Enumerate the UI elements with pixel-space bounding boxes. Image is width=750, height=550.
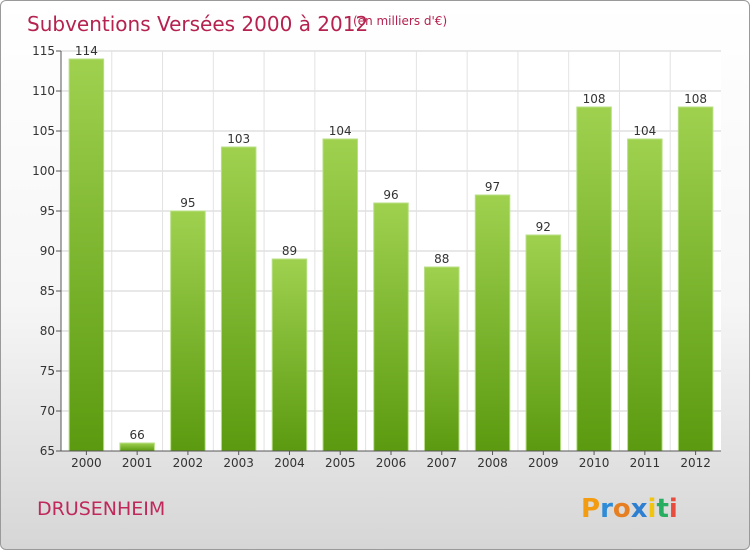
chart-subtitle: (en milliers d'€) — [353, 14, 447, 28]
bar — [677, 106, 714, 452]
y-tick-label: 85 — [40, 284, 55, 298]
logo-letter: o — [613, 494, 631, 524]
bar — [627, 138, 663, 452]
bar-value-label: 108 — [684, 92, 707, 106]
bar — [322, 138, 358, 452]
bar — [373, 202, 409, 452]
x-tick-label: 2010 — [579, 456, 610, 470]
y-tick-label: 115 — [32, 44, 55, 58]
bar-value-label: 108 — [583, 92, 606, 106]
x-tick-label: 2008 — [477, 456, 508, 470]
y-tick-label: 105 — [32, 124, 55, 138]
x-tick-label: 2009 — [528, 456, 559, 470]
bar — [424, 266, 460, 452]
bar-value-label: 89 — [282, 244, 297, 258]
logo-letter: x — [631, 494, 648, 524]
y-tick-label: 110 — [32, 84, 55, 98]
y-tick-label: 95 — [40, 204, 55, 218]
bar-value-label: 95 — [180, 196, 195, 210]
x-tick-label: 2012 — [680, 456, 711, 470]
bar — [271, 258, 308, 452]
y-tick-label: 65 — [40, 444, 55, 458]
bar-value-label: 114 — [75, 44, 98, 58]
bar — [576, 106, 612, 452]
bar-value-label: 66 — [130, 428, 145, 442]
location-name: DRUSENHEIM — [37, 498, 165, 520]
x-tick-label: 2011 — [630, 456, 661, 470]
bar — [170, 210, 206, 452]
y-tick-label: 90 — [40, 244, 55, 258]
y-tick-label: 80 — [40, 324, 55, 338]
chart-title: Subventions Versées 2000 à 2012 — [27, 12, 368, 36]
bar — [474, 194, 511, 452]
x-tick-label: 2004 — [274, 456, 305, 470]
x-tick-label: 2006 — [376, 456, 407, 470]
bar-value-label: 88 — [434, 252, 449, 266]
bar-value-label: 92 — [536, 220, 551, 234]
logo-letter: t — [656, 494, 668, 524]
logo-letter: i — [648, 494, 657, 524]
axes: 65 70 75 80 85 90 95 100 105 110 115 2000 2001 2002 20… — [32, 44, 721, 470]
bar-value-label: 96 — [383, 188, 398, 202]
logo-letter: r — [600, 494, 613, 524]
bar-value-label: 104 — [633, 124, 656, 138]
y-tick-label: 100 — [32, 164, 55, 178]
logo-letter: P — [581, 494, 600, 524]
x-tick-label: 2003 — [223, 456, 254, 470]
logo-letter: i — [669, 494, 678, 524]
x-tick-label: 2005 — [325, 456, 356, 470]
bar — [220, 146, 257, 452]
x-tick-label: 2002 — [173, 456, 204, 470]
bar-value-label: 104 — [329, 124, 352, 138]
y-tick-label: 70 — [40, 404, 55, 418]
bar-value-label: 103 — [227, 132, 250, 146]
proxiti-logo: Proxiti — [581, 494, 678, 524]
bar-value-label: 97 — [485, 180, 500, 194]
y-tick-label: 75 — [40, 364, 55, 378]
bar — [119, 442, 155, 452]
x-tick-label: 2000 — [71, 456, 102, 470]
x-tick-label: 2001 — [122, 456, 153, 470]
x-tick-label: 2007 — [426, 456, 457, 470]
bar — [68, 58, 105, 452]
bar — [525, 234, 562, 452]
